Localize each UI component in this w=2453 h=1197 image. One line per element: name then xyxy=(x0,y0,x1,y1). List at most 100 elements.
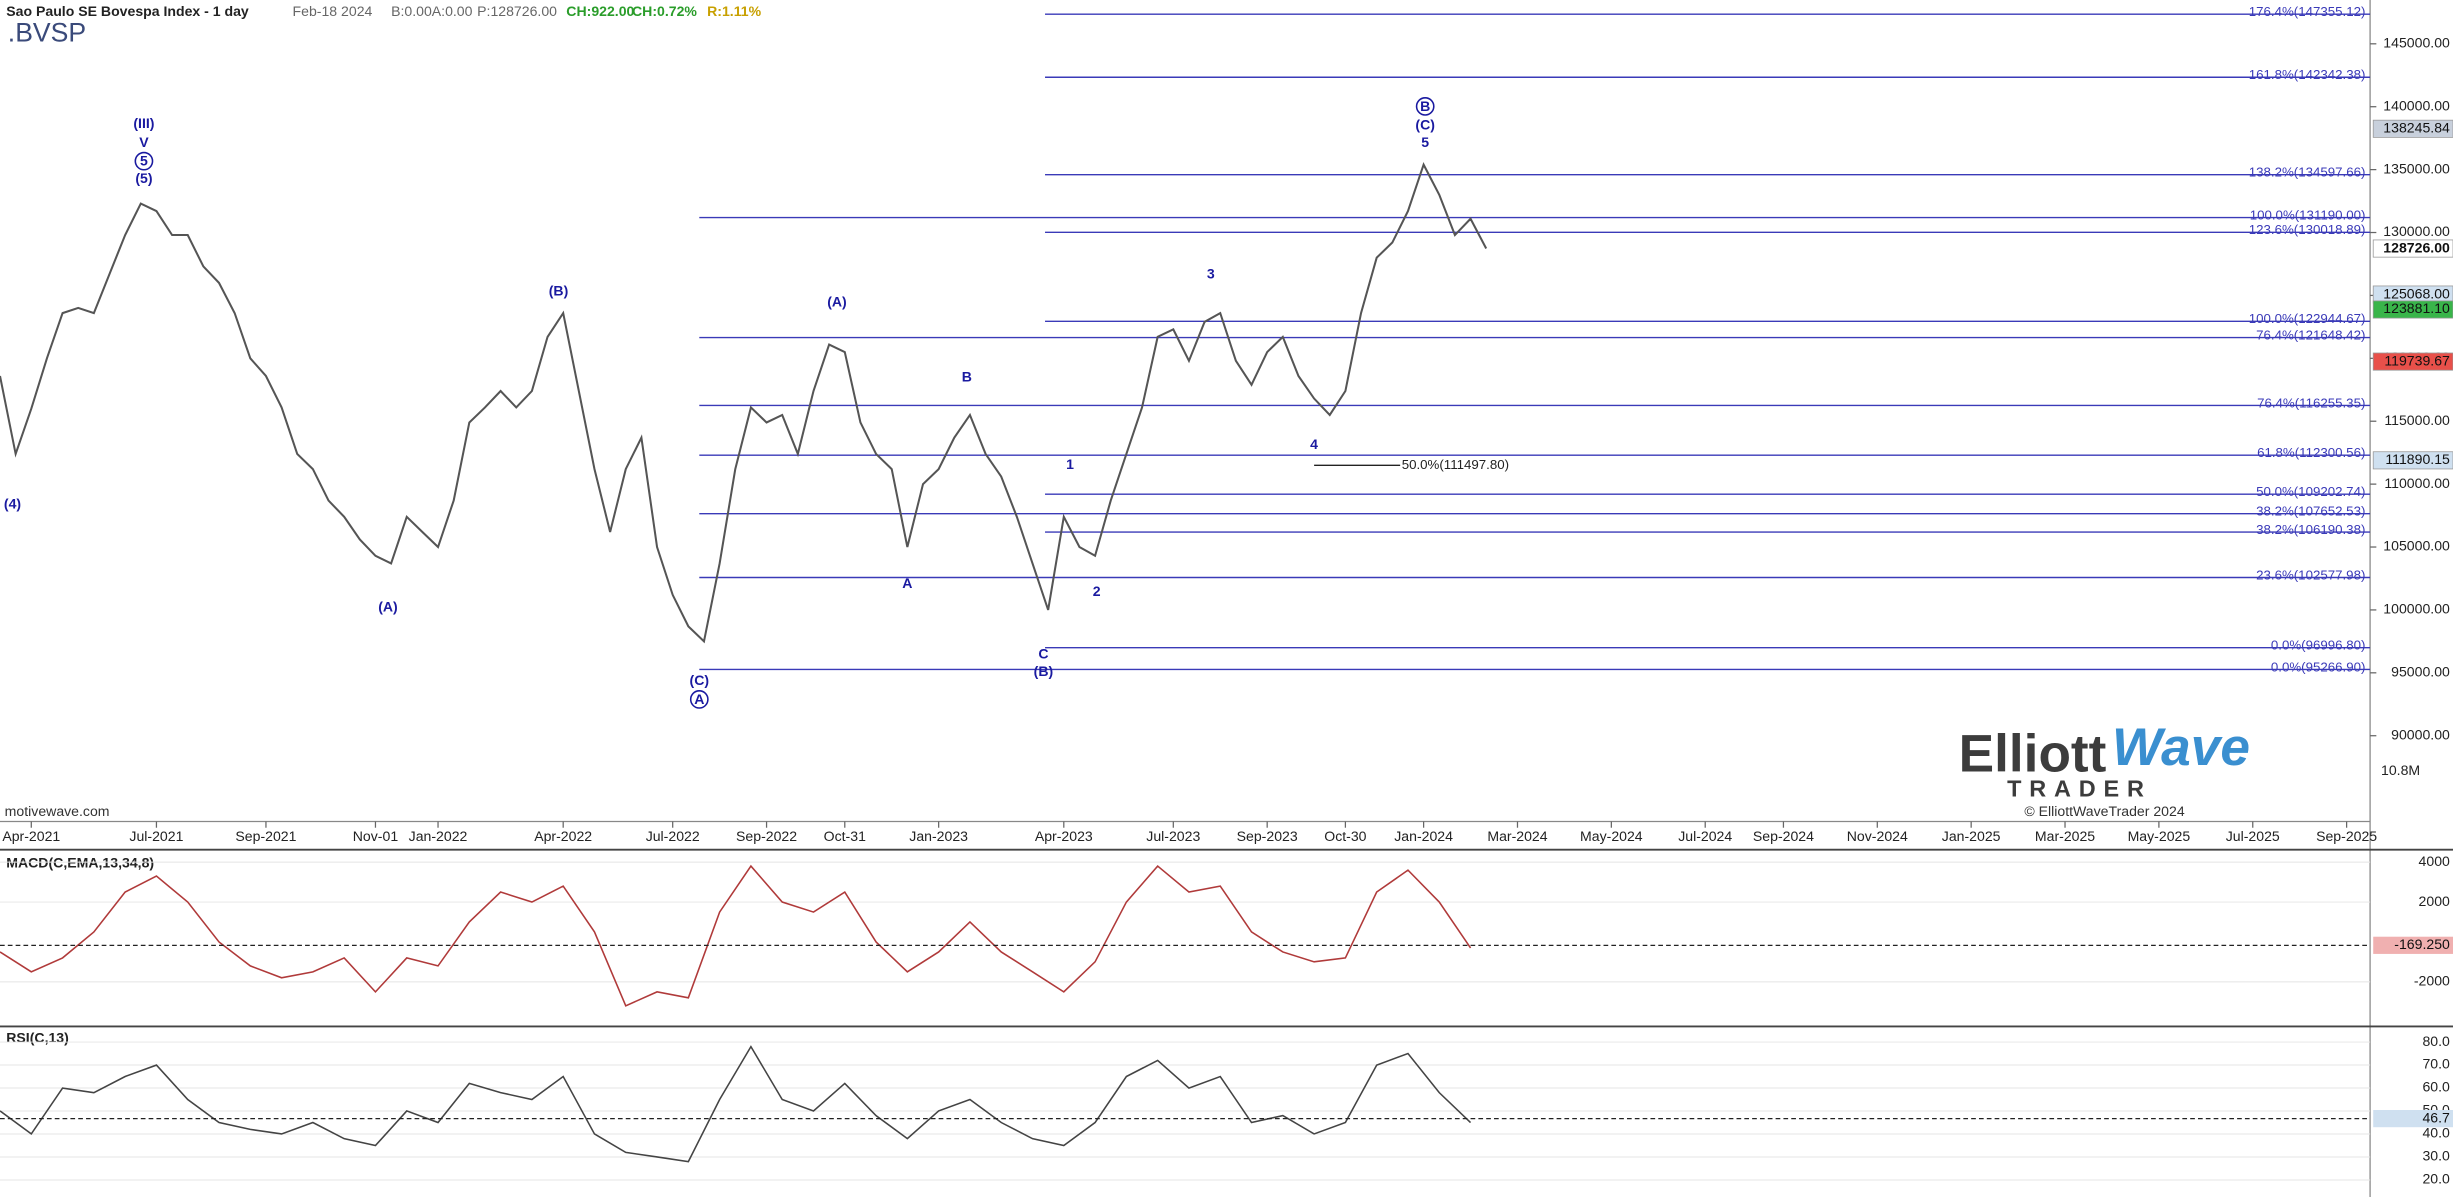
wave-label: B xyxy=(962,369,972,385)
current-badge xyxy=(2373,1109,2453,1128)
x-tick-label: Apr-2023 xyxy=(1035,828,1093,844)
y-tick-label: 145000.00 xyxy=(2383,35,2450,51)
y-tick-label: 40.0 xyxy=(2422,1125,2450,1141)
wave-label: A xyxy=(694,691,704,707)
header-field: R:1.11% xyxy=(707,3,761,19)
x-tick-label: Sep-2021 xyxy=(235,828,296,844)
y-tick-label: 4000 xyxy=(2419,853,2450,869)
wave-label: (III) xyxy=(133,115,154,131)
y-tick-label: 90000.00 xyxy=(2391,726,2450,742)
fib-label: 123.6%(130018.89) xyxy=(2249,222,2366,237)
x-tick-label: Mar-2025 xyxy=(2035,828,2095,844)
x-tick-label: May-2024 xyxy=(1580,828,1643,844)
fib-label: 100.0%(122944.67) xyxy=(2249,311,2366,326)
x-tick-label: Mar-2024 xyxy=(1487,828,1547,844)
logo-word: Elliott xyxy=(1959,724,2107,783)
y-tick-label: 2000 xyxy=(2419,893,2450,909)
wave-label: 5 xyxy=(140,153,148,169)
header-date: Feb-18 2024 xyxy=(293,3,373,19)
current-label: 46.7 xyxy=(2422,1109,2450,1125)
y-tick-label: 100000.00 xyxy=(2383,601,2450,617)
wave-label: 5 xyxy=(1421,134,1429,150)
fib-label: 50.0%(109202.74) xyxy=(2256,484,2365,499)
fib-label: 138.2%(134597.66) xyxy=(2249,165,2366,180)
x-tick-label: Jul-2023 xyxy=(1146,828,1200,844)
logo-word: TRADER xyxy=(2007,775,2152,801)
y-tick-label: 110000.00 xyxy=(2384,475,2450,491)
copyright: © ElliottWaveTrader 2024 xyxy=(2024,803,2185,819)
x-tick-label: May-2025 xyxy=(2128,828,2191,844)
header-field: B:0.00 xyxy=(391,3,432,19)
fib-label: 76.4%(116255.35) xyxy=(2257,395,2365,410)
wave-label: (A) xyxy=(378,599,398,615)
wave-label: C xyxy=(1038,646,1048,662)
volume-label: 10.8M xyxy=(2381,762,2420,778)
x-tick-label: Jul-2024 xyxy=(1678,828,1732,844)
current-label: -169.250 xyxy=(2394,936,2450,952)
x-tick-label: Oct-31 xyxy=(824,828,866,844)
data-line xyxy=(0,162,1488,644)
wave-label: (A) xyxy=(827,293,847,309)
x-tick-label: Sep-2022 xyxy=(736,828,797,844)
x-tick-label: Jul-2021 xyxy=(129,828,183,844)
wave-label: (B) xyxy=(549,283,569,299)
fib-label: 176.4%(147355.12) xyxy=(2249,4,2366,19)
y-tick-label: 140000.00 xyxy=(2383,97,2450,113)
price-badge-label: 119739.67 xyxy=(2384,352,2450,368)
fib-label: 0.0%(96996.80) xyxy=(2271,638,2366,653)
wave-label: (C) xyxy=(1415,117,1435,133)
fib-label: 50.0%(111497.80) xyxy=(1402,457,1509,472)
fib-label: 100.0%(131190.00) xyxy=(2250,207,2366,222)
fib-label: 0.0%(95266.90) xyxy=(2271,659,2366,674)
wave-label: (5) xyxy=(135,170,152,186)
wave-label: (4) xyxy=(4,495,21,511)
price-badge-label: 123881.10 xyxy=(2383,300,2450,316)
wave-label: V xyxy=(139,134,149,150)
y-tick-label: 80.0 xyxy=(2422,1033,2450,1049)
price-badge-label: 125068.00 xyxy=(2383,285,2450,301)
header-field: CH:922.00 xyxy=(566,3,634,19)
data-line xyxy=(0,864,1472,1007)
fib-label: 76.4%(121648.42) xyxy=(2256,328,2365,343)
header-field: A:0.00 xyxy=(432,3,473,19)
header-field: CH:0.72% xyxy=(632,3,697,19)
wave-label: B xyxy=(1420,98,1430,114)
y-tick-label: 115000.00 xyxy=(2384,412,2450,428)
x-tick-label: Jan-2024 xyxy=(1394,828,1453,844)
price-badge-label: 111890.15 xyxy=(2385,451,2450,467)
x-tick-label: Jul-2025 xyxy=(2226,828,2280,844)
fib-label: 161.8%(142342.38) xyxy=(2249,67,2366,82)
x-tick-label: Jul-2022 xyxy=(646,828,700,844)
price-badge-label: 128726.00 xyxy=(2383,239,2450,255)
x-tick-label: Sep-2023 xyxy=(1237,828,1298,844)
wave-label: (B) xyxy=(1034,663,1054,679)
chart-title: Sao Paulo SE Bovespa Index - 1 day xyxy=(6,3,249,19)
x-tick-label: Jan-2023 xyxy=(909,828,968,844)
y-tick-label: 20.0 xyxy=(2422,1171,2450,1187)
fib-label: 23.6%(102577.98) xyxy=(2256,567,2365,582)
wave-label: (C) xyxy=(690,672,710,688)
wave-circle xyxy=(134,151,154,171)
wave-label: 4 xyxy=(1310,436,1318,452)
logo-word: Wave xyxy=(2112,718,2250,777)
x-tick-label: Apr-2022 xyxy=(534,828,592,844)
x-tick-label: Nov-01 xyxy=(353,828,399,844)
watermark: motivewave.com xyxy=(5,803,110,819)
wave-circle xyxy=(689,690,709,709)
price-badge xyxy=(2372,352,2453,371)
wave-circle xyxy=(1415,97,1435,116)
price-badge xyxy=(2372,300,2453,319)
y-tick-label: 70.0 xyxy=(2422,1056,2450,1072)
header-field: P:128726.00 xyxy=(477,3,557,19)
wave-label: A xyxy=(902,575,912,591)
wave-label: 2 xyxy=(1093,583,1101,599)
symbol: .BVSP xyxy=(8,17,86,47)
price-badge-label: 138245.84 xyxy=(2383,120,2450,136)
price-badge xyxy=(2372,451,2453,470)
wave-label: 1 xyxy=(1066,456,1074,472)
data-line xyxy=(0,1045,1472,1163)
fib-label: 61.8%(112300.56) xyxy=(2257,445,2365,460)
y-tick-label: -2000 xyxy=(2414,973,2450,989)
